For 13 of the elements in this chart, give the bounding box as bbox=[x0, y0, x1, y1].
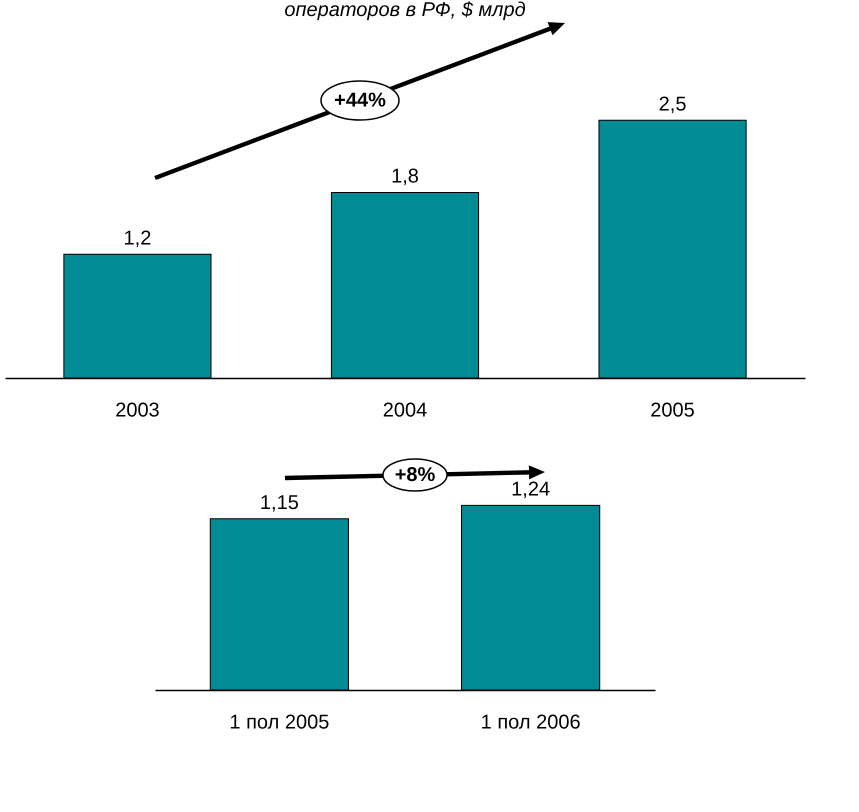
text: +44% bbox=[334, 90, 386, 112]
chart-title: операторов в РФ, $ млрд bbox=[284, 0, 526, 22]
x-tick-label: 1 пол 2006 bbox=[480, 712, 581, 734]
data-label: 1,2 bbox=[124, 227, 152, 250]
data-label: 1,15 bbox=[260, 492, 299, 514]
data-label: 1,24 bbox=[511, 478, 550, 500]
x-tick-label: 2005 bbox=[650, 400, 695, 422]
x-tick-label: 1 пол 2005 bbox=[229, 712, 330, 734]
text: +8% bbox=[394, 464, 436, 486]
data-label: 2,5 bbox=[658, 93, 686, 116]
x-tick-label: 2003 bbox=[115, 400, 160, 422]
data-label: 1,8 bbox=[391, 165, 419, 188]
x-tick-label: 2004 bbox=[382, 400, 428, 422]
